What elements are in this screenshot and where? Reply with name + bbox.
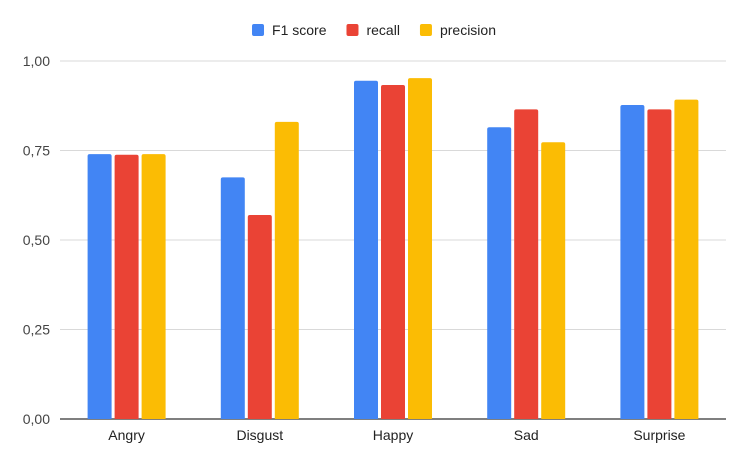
bar xyxy=(87,154,112,419)
bar xyxy=(487,127,512,419)
bar xyxy=(141,154,166,419)
bars xyxy=(87,78,699,420)
bar xyxy=(514,109,539,419)
y-tick-label: 0,00 xyxy=(23,411,50,427)
legend-label: precision xyxy=(440,22,496,38)
bar xyxy=(220,177,245,419)
y-tick-label: 1,00 xyxy=(23,53,50,69)
x-tick-label: Disgust xyxy=(236,427,283,443)
x-tick-label: Happy xyxy=(373,427,413,443)
legend-label: recall xyxy=(366,22,399,38)
bar xyxy=(274,121,299,420)
bar xyxy=(114,154,139,419)
y-tick-label: 0,25 xyxy=(23,322,50,338)
x-tick-label: Sad xyxy=(514,427,539,443)
y-tick-label: 0,75 xyxy=(23,143,50,159)
bar xyxy=(354,80,378,419)
x-axis-ticks: Angry Disgust Happy Sad Surprise xyxy=(108,427,685,443)
y-axis-ticks: 0,00 0,25 0,50 0,75 1,00 xyxy=(23,53,50,427)
bar xyxy=(541,142,566,420)
bar xyxy=(647,109,672,419)
bar xyxy=(381,84,405,420)
bar xyxy=(674,99,699,419)
bar xyxy=(408,78,432,420)
legend-swatch xyxy=(419,24,432,36)
legend: F1 score recall precision xyxy=(252,22,496,38)
legend-label: F1 score xyxy=(272,22,327,38)
x-tick-label: Angry xyxy=(108,427,145,443)
bar xyxy=(247,214,272,419)
legend-swatch xyxy=(346,24,359,36)
x-tick-label: Surprise xyxy=(633,427,685,443)
y-tick-label: 0,50 xyxy=(23,232,50,248)
legend-swatch xyxy=(252,24,265,36)
bar xyxy=(620,105,645,419)
